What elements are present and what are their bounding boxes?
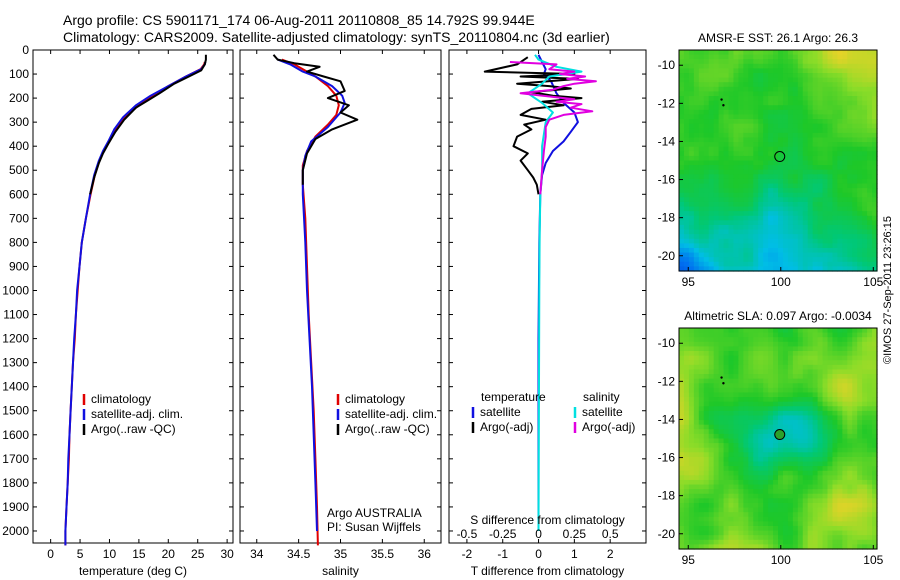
temperature-xtick-label: 0 bbox=[47, 547, 54, 561]
temperature-xtick-label: 25 bbox=[191, 547, 205, 561]
temperature-xtick-label: 30 bbox=[220, 547, 234, 561]
temperature-legend-label: satellite-adj. clim. bbox=[91, 407, 183, 421]
depth-tick-label: 100 bbox=[9, 67, 29, 81]
depth-tick-label: 400 bbox=[9, 139, 29, 153]
climatology-subtitle: Climatology: CARS2009. Satellite-adjuste… bbox=[63, 29, 610, 45]
depth-tick-label: 1300 bbox=[2, 356, 29, 370]
temperature-series-line bbox=[89, 54, 207, 195]
temperature-series-line bbox=[64, 61, 207, 546]
temperature-legend-label: climatology bbox=[91, 392, 151, 406]
depth-tick-label: 900 bbox=[9, 259, 29, 273]
temperature-frame bbox=[32, 49, 234, 544]
temperature-legend-label: Argo(..raw -QC) bbox=[91, 422, 176, 436]
depth-tick-label: 1100 bbox=[3, 308, 29, 322]
temperature-xtick-label: 15 bbox=[132, 547, 146, 561]
temperature-xtick-label: 20 bbox=[162, 547, 176, 561]
profile-title: Argo profile: CS 5901171_174 06-Aug-2011… bbox=[63, 12, 535, 28]
depth-tick-label: 300 bbox=[9, 115, 29, 129]
temperature-xlabel: temperature (deg C) bbox=[79, 564, 187, 578]
depth-tick-label: 500 bbox=[9, 163, 29, 177]
depth-tick-label: 700 bbox=[9, 211, 29, 225]
temperature-xtick-label: 5 bbox=[77, 547, 84, 561]
depth-tick-label: 1200 bbox=[2, 332, 29, 346]
depth-tick-label: 0 bbox=[22, 43, 29, 57]
depth-tick-label: 800 bbox=[9, 235, 29, 249]
depth-tick-label: 1500 bbox=[2, 404, 29, 418]
depth-tick-label: 1600 bbox=[2, 428, 29, 442]
depth-tick-label: 1900 bbox=[2, 500, 29, 514]
depth-tick-label: 1700 bbox=[2, 452, 29, 466]
depth-tick-label: 1800 bbox=[2, 476, 29, 490]
depth-tick-label: 2000 bbox=[2, 524, 29, 538]
depth-tick-label: 600 bbox=[9, 187, 29, 201]
depth-tick-label: 1400 bbox=[2, 380, 29, 394]
temperature-xtick-label: 10 bbox=[103, 547, 117, 561]
depth-tick-label: 200 bbox=[9, 91, 29, 105]
depth-tick-label: 1000 bbox=[2, 283, 29, 297]
